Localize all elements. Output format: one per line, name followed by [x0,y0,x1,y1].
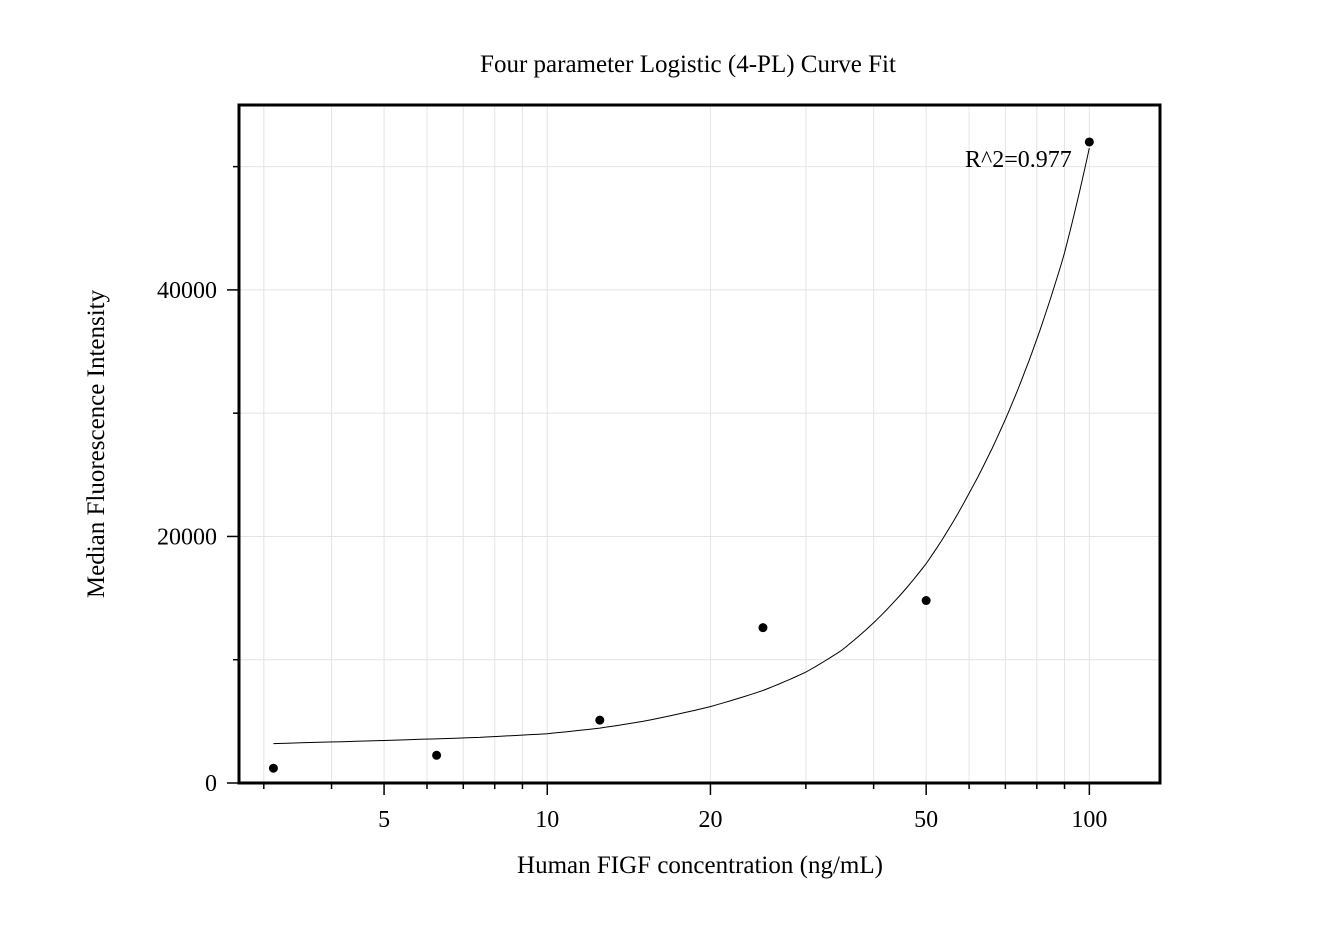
x-tick-label: 5 [378,807,390,833]
data-point [758,623,768,633]
grid [239,105,1160,783]
y-axis-ticks: 0 20000 40000 [157,165,239,797]
data-point [595,715,605,725]
x-tick-label: 100 [1071,807,1107,833]
y-tick-label: 40000 [157,278,217,304]
x-tick-label: 20 [698,807,722,833]
fit-curve-line [273,147,1090,745]
r-squared-annotation: R^2=0.977 [965,147,1072,173]
data-point [1084,137,1094,147]
x-axis-ticks: 5 10 20 50 100 [263,783,1107,833]
plot-frame [237,103,1162,785]
y-tick-label: 0 [205,771,217,797]
data-point [432,750,442,760]
data-point [268,763,278,773]
data-point [921,596,931,606]
x-tick-label: 50 [914,807,938,833]
x-tick-label: 10 [535,807,559,833]
y-axis-label: Median Fluorescence Intensity [83,289,110,598]
chart-title: Four parameter Logistic (4-PL) Curve Fit [480,51,896,78]
y-tick-label: 20000 [157,524,217,550]
data-points [268,137,1094,773]
fit-curve [273,147,1090,745]
x-axis-label: Human FIGF concentration (ng/mL) [517,852,883,879]
